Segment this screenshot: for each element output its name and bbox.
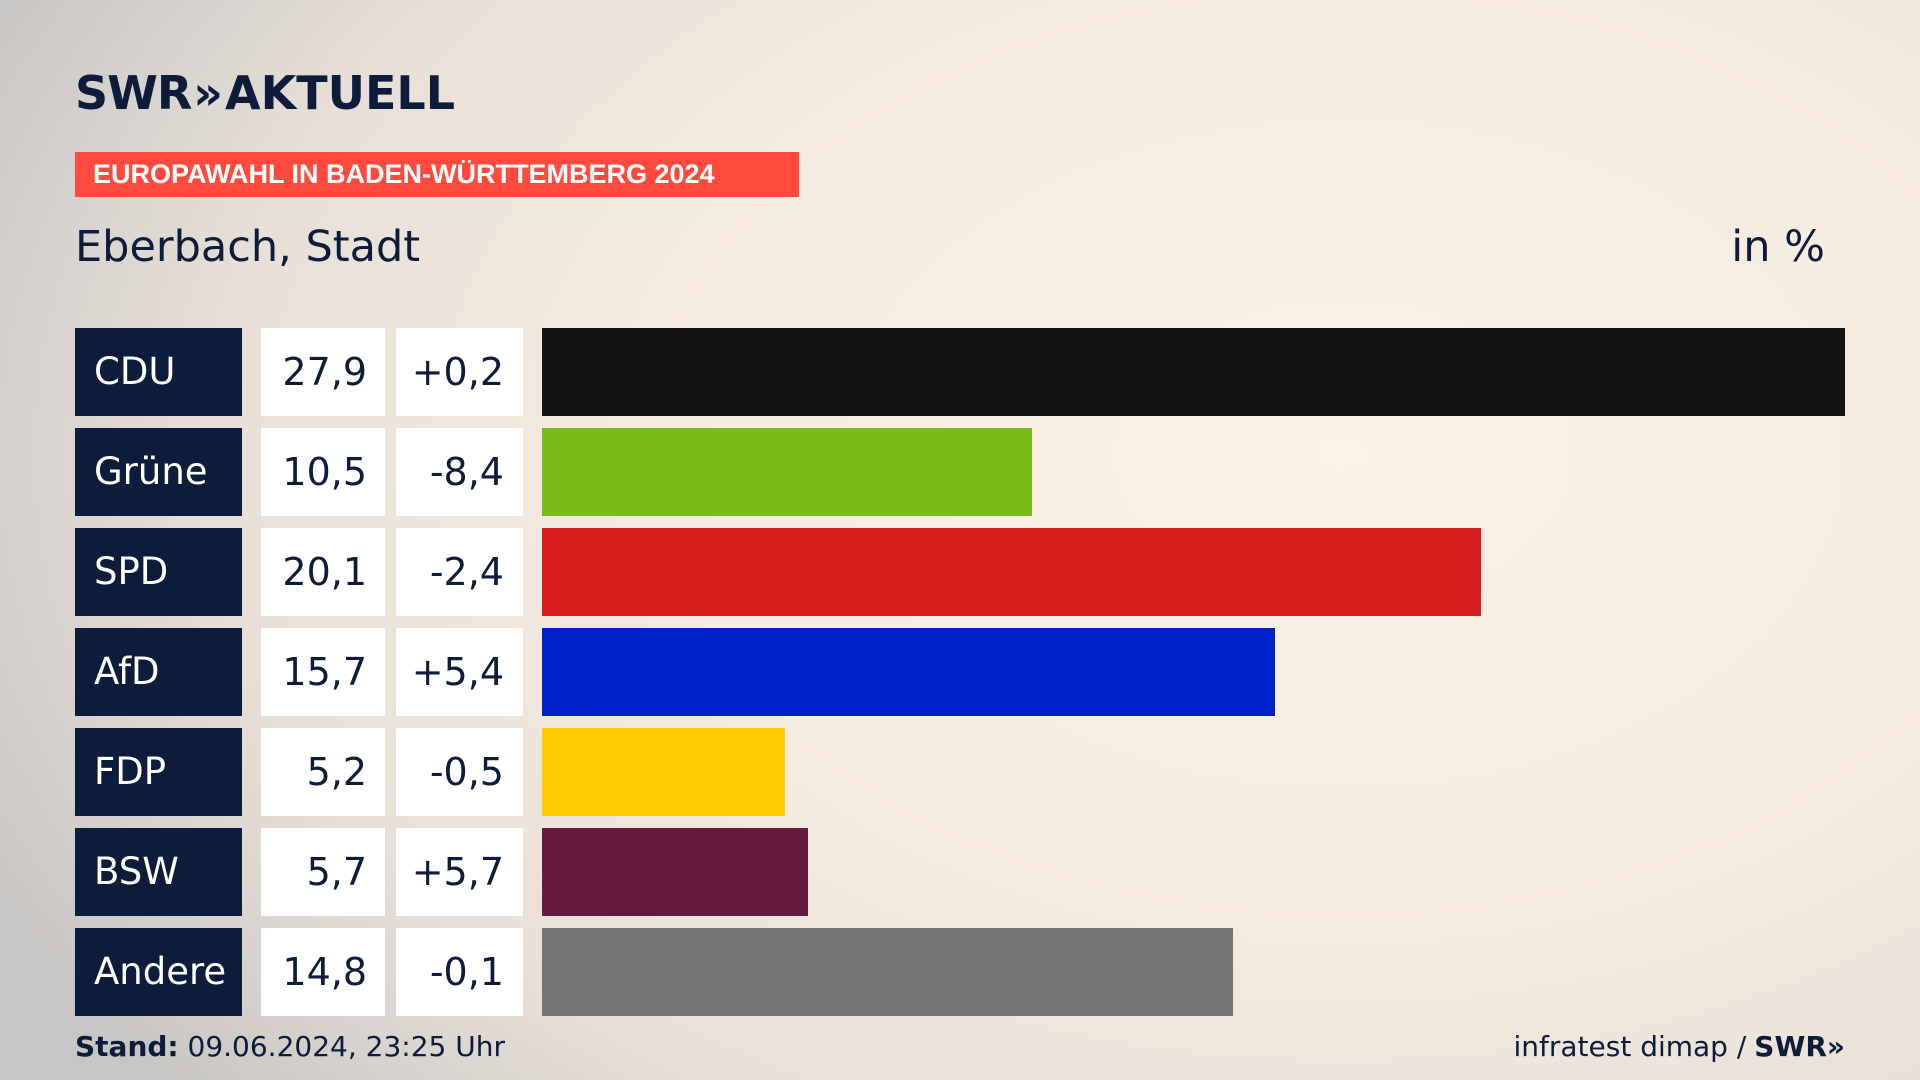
unit-label: in %: [1731, 222, 1825, 272]
source-credit: infratest dimap / SWR»: [1513, 1030, 1845, 1063]
result-bar: [542, 628, 1275, 716]
result-bar: [542, 828, 808, 916]
change-value: +5,7: [396, 828, 523, 916]
logo-product: AKTUELL: [225, 66, 456, 120]
election-banner: EUROPAWAHL IN BADEN-WÜRTTEMBERG 2024: [75, 152, 799, 197]
result-bar: [542, 328, 1845, 416]
party-label: Grüne: [75, 428, 242, 516]
change-value: -0,1: [396, 928, 523, 1016]
logo-brand: SWR: [75, 66, 192, 120]
result-bar: [542, 928, 1233, 1016]
result-bar: [542, 428, 1032, 516]
change-value: -2,4: [396, 528, 523, 616]
vote-share-value: 27,9: [261, 328, 385, 416]
result-bar: [542, 728, 785, 816]
stand-value: 09.06.2024, 23:25 Uhr: [178, 1030, 505, 1063]
swr-aktuell-logo: SWR » AKTUELL: [75, 66, 455, 120]
region-title: Eberbach, Stadt: [75, 222, 421, 272]
vote-share-value: 10,5: [261, 428, 385, 516]
change-value: -8,4: [396, 428, 523, 516]
party-label: FDP: [75, 728, 242, 816]
change-value: -0,5: [396, 728, 523, 816]
party-label: SPD: [75, 528, 242, 616]
vote-share-value: 20,1: [261, 528, 385, 616]
party-label: CDU: [75, 328, 242, 416]
vote-share-value: 5,7: [261, 828, 385, 916]
stand-label: Stand:: [75, 1030, 179, 1063]
source-text: infratest dimap /: [1513, 1030, 1747, 1063]
chevron-icon: »: [193, 66, 223, 120]
vote-share-value: 14,8: [261, 928, 385, 1016]
source-brand-logo: SWR»: [1754, 1030, 1845, 1063]
party-label: AfD: [75, 628, 242, 716]
vote-share-value: 5,2: [261, 728, 385, 816]
timestamp: Stand: 09.06.2024, 23:25 Uhr: [75, 1030, 505, 1063]
vote-share-value: 15,7: [261, 628, 385, 716]
party-label: BSW: [75, 828, 242, 916]
party-label: Andere: [75, 928, 242, 1016]
change-value: +0,2: [396, 328, 523, 416]
change-value: +5,4: [396, 628, 523, 716]
result-bar: [542, 528, 1481, 616]
